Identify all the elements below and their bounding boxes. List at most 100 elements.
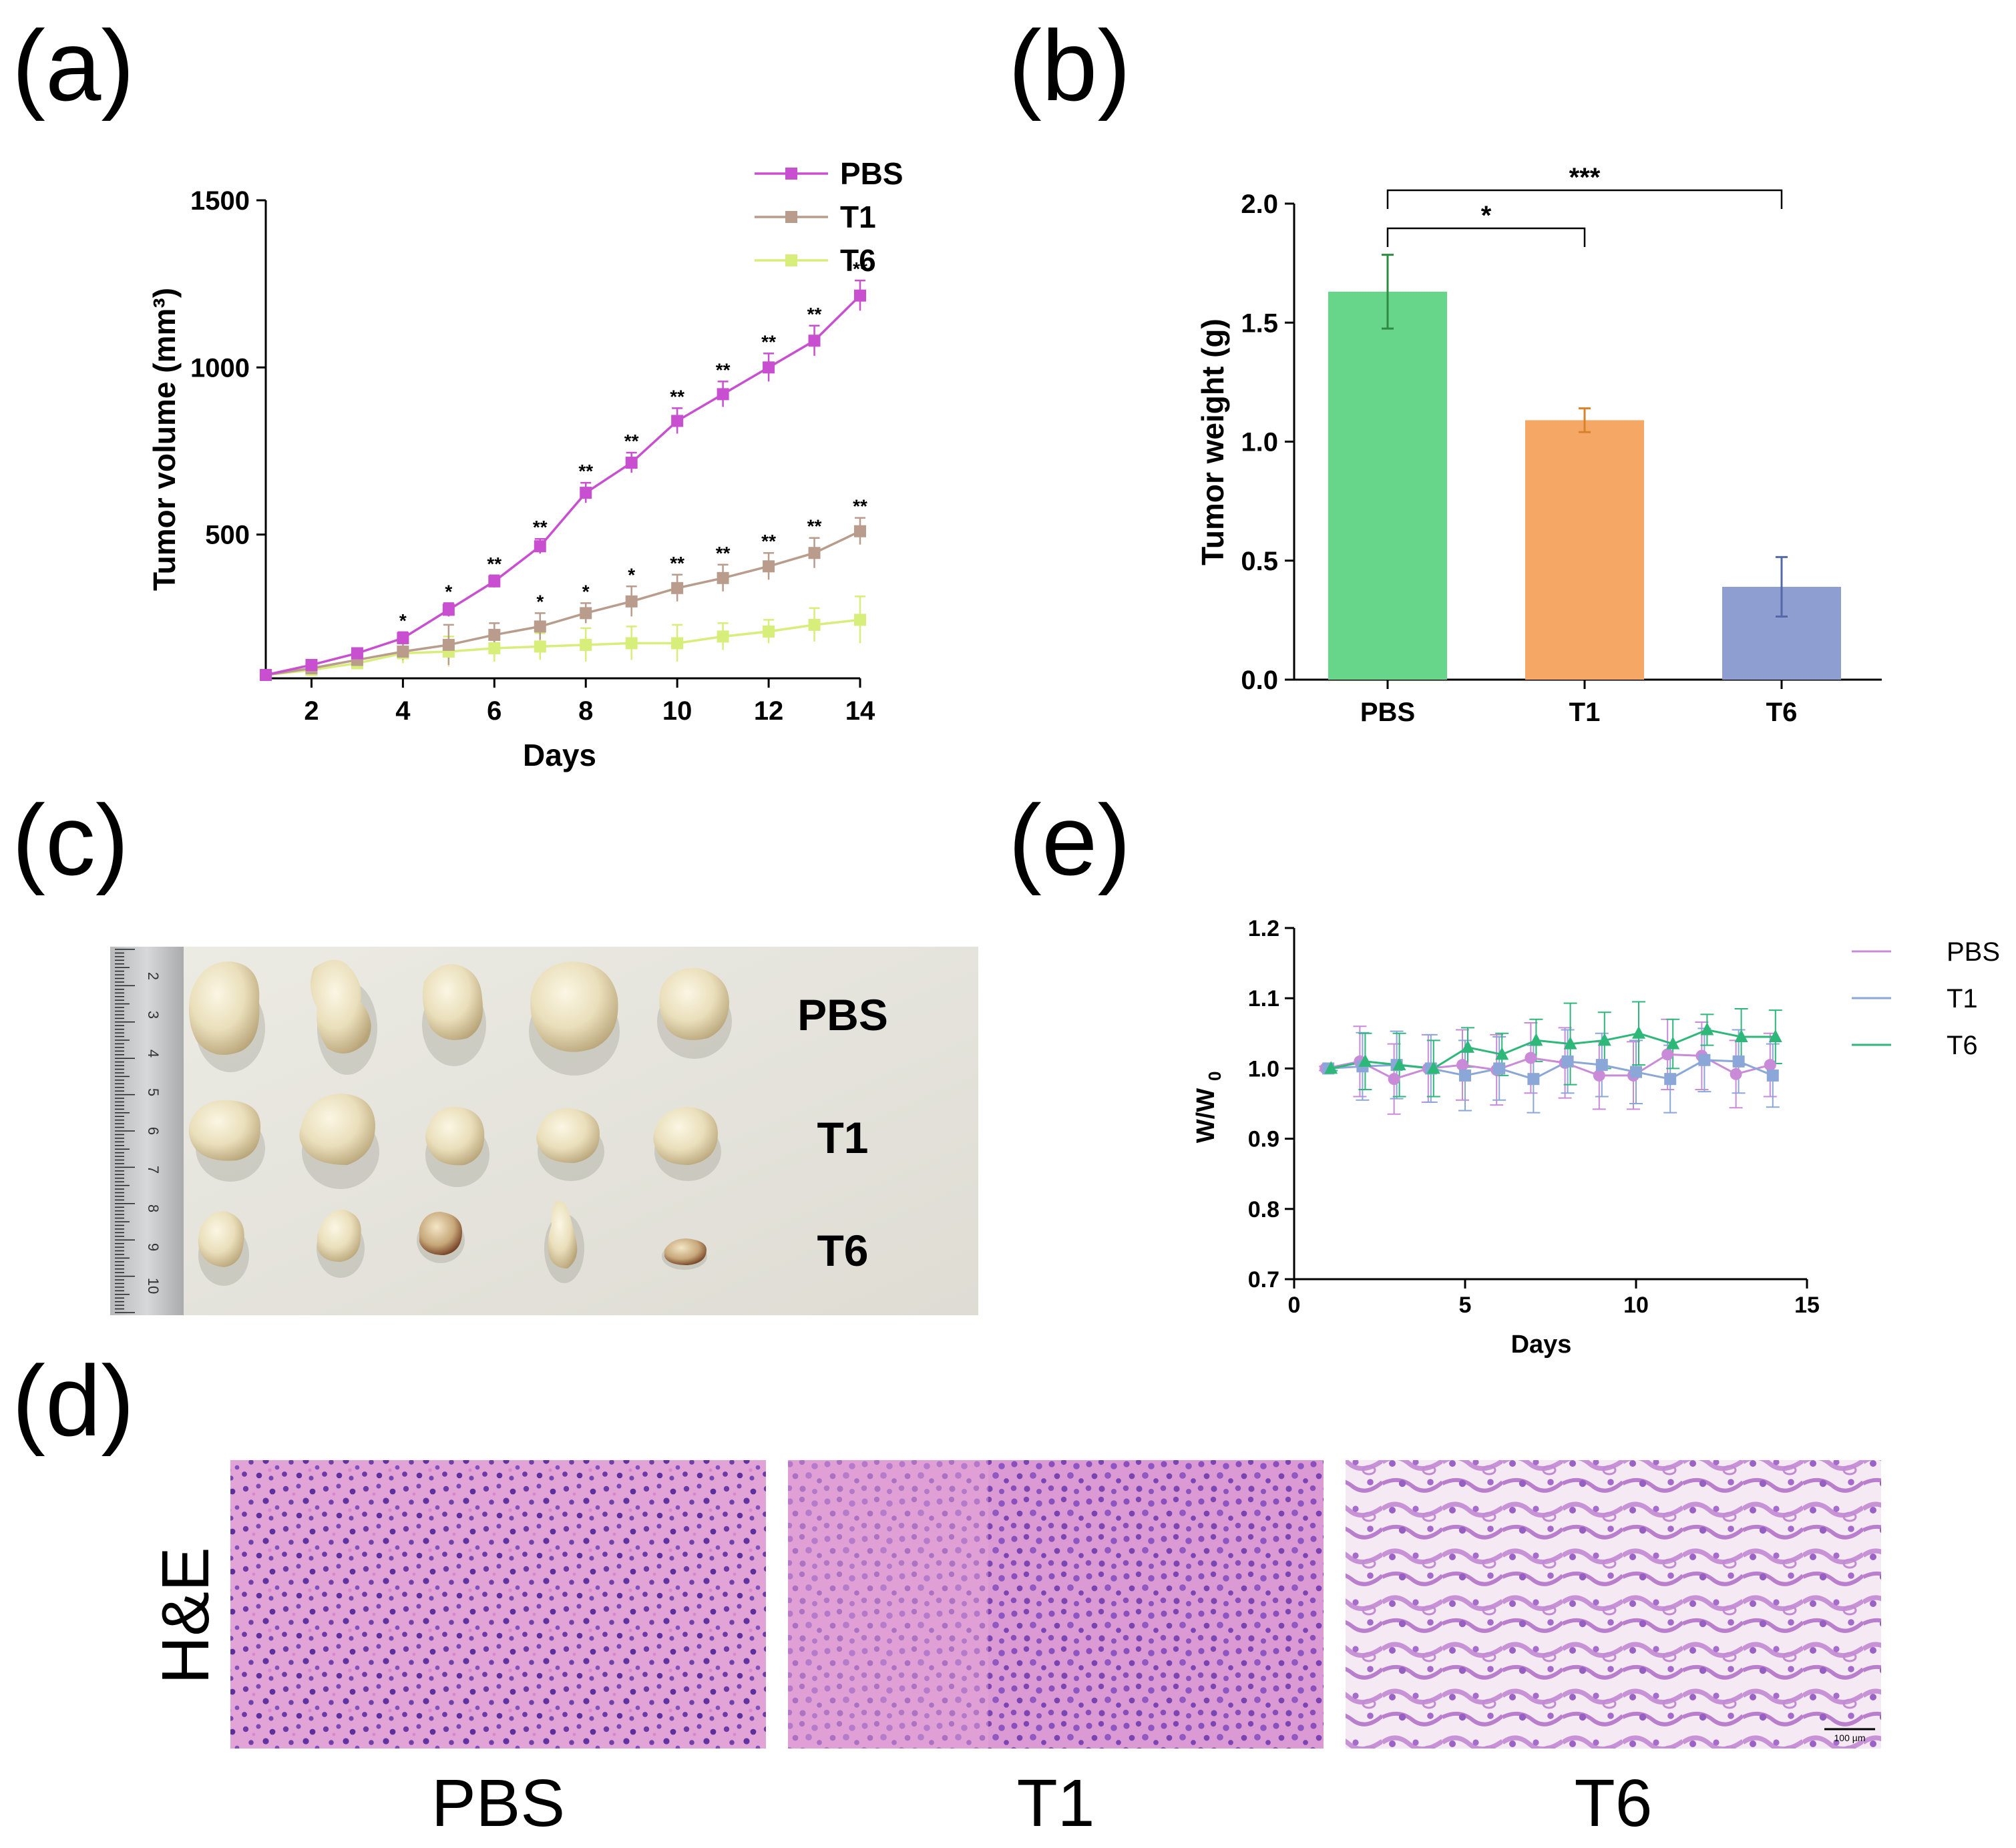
histology-image-t6 bbox=[1346, 1460, 1881, 1749]
chart-b-y-tick-label: 1.5 bbox=[1241, 308, 1278, 338]
chart-e-point-pbs bbox=[1730, 1068, 1742, 1080]
chart-a-point-t1 bbox=[580, 607, 592, 620]
chart-a-y-tick-label: 500 bbox=[205, 521, 250, 550]
chart-e-x-tick-label: 5 bbox=[1459, 1293, 1472, 1318]
chart-e-y-tick-label: 0.8 bbox=[1248, 1197, 1279, 1222]
panel-label-b: (b) bbox=[1008, 9, 1131, 122]
chart-e-point-t6 bbox=[1597, 1033, 1611, 1046]
chart-a-point-t6 bbox=[534, 640, 546, 653]
chart-a-significance-pbs: ** bbox=[853, 258, 867, 279]
histology-stroma-region bbox=[788, 1460, 988, 1749]
chart-b-significance-bracket bbox=[1386, 227, 1586, 247]
chart-a-significance-pbs: ** bbox=[716, 359, 731, 380]
tumor-row-pbs bbox=[188, 959, 732, 1076]
chart-a-y-label: Tumor volume (mm³) bbox=[147, 288, 182, 591]
chart-a-significance-pbs: ** bbox=[487, 553, 501, 574]
chart-a-significance-t1: ** bbox=[853, 496, 867, 517]
panel-label-a: (a) bbox=[12, 9, 134, 122]
chart-a-line-t6 bbox=[265, 618, 861, 676]
chart-a-point-pbs bbox=[854, 289, 866, 302]
chart-b-x-tick-label: PBS bbox=[1360, 698, 1415, 727]
chart-a-legend-marker bbox=[785, 168, 797, 180]
chart-e-legend-label: PBS bbox=[1947, 937, 2000, 967]
chart-e-point-t6 bbox=[1768, 1029, 1782, 1043]
chart-a-point-t6 bbox=[854, 614, 866, 626]
chart-e-point-t6 bbox=[1529, 1033, 1543, 1046]
chart-b-y-tick-label: 0.5 bbox=[1241, 547, 1278, 576]
histology-label-t1: T1 bbox=[1017, 1766, 1095, 1841]
photo-row-label-pbs: PBS bbox=[797, 990, 888, 1040]
chart-e-y-tick-label: 0.7 bbox=[1248, 1267, 1279, 1293]
chart-a-point-t6 bbox=[808, 618, 821, 631]
chart-b-significance-bracket bbox=[1386, 189, 1783, 209]
chart-a-point-t6 bbox=[625, 637, 638, 650]
ruler-number: 2 bbox=[145, 972, 162, 980]
chart-e-point-t1 bbox=[1630, 1066, 1642, 1078]
tumor bbox=[317, 1209, 361, 1262]
chart-e-y-label: W/W 0 bbox=[1192, 1072, 1225, 1144]
chart-a-y-tick-label: 1000 bbox=[190, 353, 250, 383]
chart-e-point-t6 bbox=[1324, 1061, 1338, 1074]
chart-e-point-t1 bbox=[1664, 1073, 1677, 1086]
chart-a-point-pbs bbox=[717, 388, 729, 401]
tumor bbox=[311, 959, 371, 1054]
chart-a-point-pbs bbox=[763, 361, 775, 374]
chart-a-significance-pbs: ** bbox=[533, 517, 548, 537]
chart-e-point-t6 bbox=[1700, 1022, 1714, 1035]
chart-e-point-t6 bbox=[1666, 1036, 1680, 1050]
tumor bbox=[188, 961, 260, 1055]
chart-e-point-t6 bbox=[1392, 1058, 1406, 1071]
chart-a-x-tick-label: 12 bbox=[754, 696, 784, 726]
chart-a-significance-t1: * bbox=[628, 564, 635, 585]
chart-a-significance-t1: ** bbox=[670, 553, 684, 573]
chart-a-legend-label: PBS bbox=[840, 156, 903, 191]
chart-a-point-t1 bbox=[854, 525, 866, 537]
chart-e-point-pbs bbox=[1525, 1052, 1537, 1064]
chart-a-point-pbs bbox=[808, 334, 821, 347]
chart-e-point-pbs bbox=[1456, 1059, 1468, 1072]
chart-a-x-tick-label: 10 bbox=[662, 696, 692, 726]
chart-a-x-tick-label: 4 bbox=[395, 696, 411, 726]
chart-e-point-pbs bbox=[1388, 1073, 1400, 1086]
chart-a-point-t1 bbox=[488, 628, 501, 641]
chart-e-y-tick-label: 1.1 bbox=[1248, 986, 1279, 1011]
chart-a-line-t1 bbox=[265, 530, 861, 676]
chart-e-point-t1 bbox=[1561, 1055, 1574, 1068]
chart-a-point-pbs bbox=[488, 575, 501, 588]
chart-e-y-tick-label: 0.9 bbox=[1248, 1127, 1279, 1152]
chart-a-point-t1 bbox=[763, 560, 775, 573]
scale-bar-label: 100 µm bbox=[1834, 1732, 1866, 1743]
chart-a-y-tick-label: 1500 bbox=[190, 186, 250, 216]
histology-image-pbs bbox=[230, 1460, 766, 1749]
tumor bbox=[419, 1212, 462, 1255]
chart-a-legend-marker bbox=[785, 254, 797, 266]
chart-a-x-label: Days bbox=[523, 738, 596, 772]
tumor bbox=[425, 1106, 485, 1166]
chart-a-significance-t1: * bbox=[582, 581, 590, 602]
chart-a-line-pbs bbox=[265, 294, 861, 676]
chart-a-significance-t1: * bbox=[536, 591, 544, 612]
chart-a-point-t1 bbox=[808, 547, 821, 559]
chart-a-legend: PBS T1 T6 bbox=[755, 156, 903, 278]
panel-label-d: (d) bbox=[12, 1345, 134, 1457]
ruler-number: 6 bbox=[145, 1127, 162, 1135]
chart-a-legend-label: T1 bbox=[840, 200, 876, 234]
chart-a-legend-label: T6 bbox=[840, 243, 876, 278]
chart-a-significance-pbs: * bbox=[445, 581, 452, 602]
tumor bbox=[198, 1211, 244, 1267]
chart-a-point-pbs bbox=[397, 632, 409, 644]
chart-b-x-tick-label: T6 bbox=[1766, 698, 1798, 727]
chart-b-y-tick-label: 0.0 bbox=[1241, 666, 1278, 695]
tumor-row-t6 bbox=[198, 1200, 707, 1286]
ruler-number: 10 bbox=[145, 1278, 162, 1294]
ruler-number: 3 bbox=[145, 1011, 162, 1019]
chart-b-significance-label: * bbox=[1481, 201, 1492, 230]
chart-a-significance-pbs: * bbox=[399, 610, 407, 631]
chart-a-point-pbs bbox=[580, 487, 592, 499]
tumor bbox=[530, 961, 618, 1052]
chart-a-point-pbs bbox=[534, 540, 546, 553]
chart-e-body-weight: 0 5 10 15 0.7 0.8 0.9 1.0 1.1 1.2 Days W/W 0 PBS T… bbox=[1192, 916, 2000, 1359]
chart-a-point-t1 bbox=[534, 620, 546, 633]
